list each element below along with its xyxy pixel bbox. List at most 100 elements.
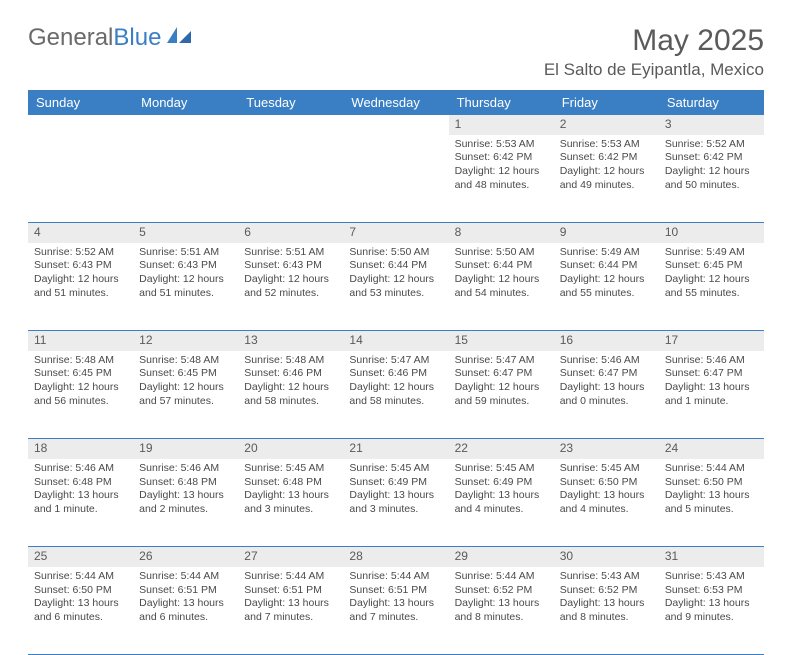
day-number-cell: 24 bbox=[659, 439, 764, 459]
content-row: Sunrise: 5:44 AMSunset: 6:50 PMDaylight:… bbox=[28, 567, 764, 655]
day-header-row: SundayMondayTuesdayWednesdayThursdayFrid… bbox=[28, 90, 764, 115]
day-number-cell bbox=[343, 115, 448, 135]
day-number-cell: 23 bbox=[554, 439, 659, 459]
content-row: Sunrise: 5:52 AMSunset: 6:43 PMDaylight:… bbox=[28, 243, 764, 331]
day-cell: Sunrise: 5:50 AMSunset: 6:44 PMDaylight:… bbox=[449, 243, 554, 331]
day-cell-content: Sunrise: 5:45 AMSunset: 6:48 PMDaylight:… bbox=[244, 462, 337, 517]
day-number-cell: 1 bbox=[449, 115, 554, 135]
day-number-cell: 2 bbox=[554, 115, 659, 135]
day-cell-content: Sunrise: 5:50 AMSunset: 6:44 PMDaylight:… bbox=[455, 246, 548, 301]
day-cell-content: Sunrise: 5:46 AMSunset: 6:47 PMDaylight:… bbox=[560, 354, 653, 409]
day-cell: Sunrise: 5:48 AMSunset: 6:46 PMDaylight:… bbox=[238, 351, 343, 439]
day-cell: Sunrise: 5:44 AMSunset: 6:51 PMDaylight:… bbox=[343, 567, 448, 655]
day-cell bbox=[343, 135, 448, 223]
day-number-cell: 27 bbox=[238, 547, 343, 567]
daynum-row: 18192021222324 bbox=[28, 439, 764, 459]
day-cell-content: Sunrise: 5:51 AMSunset: 6:43 PMDaylight:… bbox=[139, 246, 232, 301]
day-number-cell: 3 bbox=[659, 115, 764, 135]
day-cell: Sunrise: 5:44 AMSunset: 6:52 PMDaylight:… bbox=[449, 567, 554, 655]
day-cell-content: Sunrise: 5:45 AMSunset: 6:50 PMDaylight:… bbox=[560, 462, 653, 517]
day-cell: Sunrise: 5:47 AMSunset: 6:47 PMDaylight:… bbox=[449, 351, 554, 439]
day-number-cell: 22 bbox=[449, 439, 554, 459]
day-number-cell: 25 bbox=[28, 547, 133, 567]
day-cell: Sunrise: 5:48 AMSunset: 6:45 PMDaylight:… bbox=[28, 351, 133, 439]
calendar-table: SundayMondayTuesdayWednesdayThursdayFrid… bbox=[28, 90, 764, 655]
day-header: Thursday bbox=[449, 90, 554, 115]
day-cell: Sunrise: 5:45 AMSunset: 6:49 PMDaylight:… bbox=[343, 459, 448, 547]
day-number-cell: 31 bbox=[659, 547, 764, 567]
daynum-row: 11121314151617 bbox=[28, 331, 764, 351]
day-number-cell: 5 bbox=[133, 223, 238, 243]
day-number-cell: 20 bbox=[238, 439, 343, 459]
day-number-cell bbox=[133, 115, 238, 135]
day-cell-content: Sunrise: 5:49 AMSunset: 6:44 PMDaylight:… bbox=[560, 246, 653, 301]
day-number-cell: 11 bbox=[28, 331, 133, 351]
day-cell: Sunrise: 5:44 AMSunset: 6:50 PMDaylight:… bbox=[28, 567, 133, 655]
content-row: Sunrise: 5:53 AMSunset: 6:42 PMDaylight:… bbox=[28, 135, 764, 223]
header: GeneralBlue May 2025 El Salto de Eyipant… bbox=[28, 24, 764, 80]
day-cell-content: Sunrise: 5:48 AMSunset: 6:45 PMDaylight:… bbox=[34, 354, 127, 409]
day-cell-content: Sunrise: 5:44 AMSunset: 6:51 PMDaylight:… bbox=[349, 570, 442, 625]
day-cell-content: Sunrise: 5:44 AMSunset: 6:50 PMDaylight:… bbox=[34, 570, 127, 625]
day-header: Tuesday bbox=[238, 90, 343, 115]
day-cell-content: Sunrise: 5:44 AMSunset: 6:50 PMDaylight:… bbox=[665, 462, 758, 517]
day-number-cell bbox=[238, 115, 343, 135]
day-cell: Sunrise: 5:49 AMSunset: 6:45 PMDaylight:… bbox=[659, 243, 764, 331]
day-cell: Sunrise: 5:53 AMSunset: 6:42 PMDaylight:… bbox=[554, 135, 659, 223]
sail-icon bbox=[165, 24, 193, 52]
day-cell: Sunrise: 5:44 AMSunset: 6:51 PMDaylight:… bbox=[133, 567, 238, 655]
day-cell: Sunrise: 5:52 AMSunset: 6:42 PMDaylight:… bbox=[659, 135, 764, 223]
daynum-row: 25262728293031 bbox=[28, 547, 764, 567]
day-number-cell: 17 bbox=[659, 331, 764, 351]
brand-text-2: Blue bbox=[113, 24, 161, 52]
day-cell: Sunrise: 5:46 AMSunset: 6:48 PMDaylight:… bbox=[28, 459, 133, 547]
day-cell: Sunrise: 5:45 AMSunset: 6:49 PMDaylight:… bbox=[449, 459, 554, 547]
day-cell: Sunrise: 5:46 AMSunset: 6:47 PMDaylight:… bbox=[659, 351, 764, 439]
day-cell-content: Sunrise: 5:44 AMSunset: 6:51 PMDaylight:… bbox=[244, 570, 337, 625]
day-cell: Sunrise: 5:46 AMSunset: 6:48 PMDaylight:… bbox=[133, 459, 238, 547]
location: El Salto de Eyipantla, Mexico bbox=[544, 60, 764, 80]
day-cell: Sunrise: 5:48 AMSunset: 6:45 PMDaylight:… bbox=[133, 351, 238, 439]
day-header: Wednesday bbox=[343, 90, 448, 115]
day-number-cell: 12 bbox=[133, 331, 238, 351]
day-number-cell: 18 bbox=[28, 439, 133, 459]
day-cell: Sunrise: 5:45 AMSunset: 6:50 PMDaylight:… bbox=[554, 459, 659, 547]
day-cell-content: Sunrise: 5:53 AMSunset: 6:42 PMDaylight:… bbox=[455, 138, 548, 193]
day-cell-content: Sunrise: 5:43 AMSunset: 6:52 PMDaylight:… bbox=[560, 570, 653, 625]
day-cell: Sunrise: 5:52 AMSunset: 6:43 PMDaylight:… bbox=[28, 243, 133, 331]
day-number-cell: 28 bbox=[343, 547, 448, 567]
brand-logo: GeneralBlue bbox=[28, 24, 193, 52]
day-cell: Sunrise: 5:50 AMSunset: 6:44 PMDaylight:… bbox=[343, 243, 448, 331]
content-row: Sunrise: 5:48 AMSunset: 6:45 PMDaylight:… bbox=[28, 351, 764, 439]
day-header: Friday bbox=[554, 90, 659, 115]
title-block: May 2025 El Salto de Eyipantla, Mexico bbox=[544, 24, 764, 80]
daynum-row: 45678910 bbox=[28, 223, 764, 243]
day-cell-content: Sunrise: 5:46 AMSunset: 6:48 PMDaylight:… bbox=[34, 462, 127, 517]
brand-text-1: General bbox=[28, 24, 113, 52]
day-header: Sunday bbox=[28, 90, 133, 115]
day-number-cell: 15 bbox=[449, 331, 554, 351]
day-cell bbox=[238, 135, 343, 223]
day-cell-content: Sunrise: 5:44 AMSunset: 6:51 PMDaylight:… bbox=[139, 570, 232, 625]
day-number-cell: 6 bbox=[238, 223, 343, 243]
day-number-cell: 14 bbox=[343, 331, 448, 351]
day-cell: Sunrise: 5:51 AMSunset: 6:43 PMDaylight:… bbox=[238, 243, 343, 331]
day-cell: Sunrise: 5:44 AMSunset: 6:50 PMDaylight:… bbox=[659, 459, 764, 547]
day-number-cell: 26 bbox=[133, 547, 238, 567]
content-row: Sunrise: 5:46 AMSunset: 6:48 PMDaylight:… bbox=[28, 459, 764, 547]
day-cell-content: Sunrise: 5:52 AMSunset: 6:43 PMDaylight:… bbox=[34, 246, 127, 301]
day-header: Saturday bbox=[659, 90, 764, 115]
day-cell-content: Sunrise: 5:44 AMSunset: 6:52 PMDaylight:… bbox=[455, 570, 548, 625]
day-cell: Sunrise: 5:44 AMSunset: 6:51 PMDaylight:… bbox=[238, 567, 343, 655]
month-title: May 2025 bbox=[544, 24, 764, 58]
day-cell-content: Sunrise: 5:46 AMSunset: 6:48 PMDaylight:… bbox=[139, 462, 232, 517]
day-number-cell: 7 bbox=[343, 223, 448, 243]
day-number-cell: 10 bbox=[659, 223, 764, 243]
day-cell-content: Sunrise: 5:48 AMSunset: 6:45 PMDaylight:… bbox=[139, 354, 232, 409]
day-number-cell: 30 bbox=[554, 547, 659, 567]
day-cell: Sunrise: 5:51 AMSunset: 6:43 PMDaylight:… bbox=[133, 243, 238, 331]
day-number-cell: 16 bbox=[554, 331, 659, 351]
day-cell-content: Sunrise: 5:47 AMSunset: 6:46 PMDaylight:… bbox=[349, 354, 442, 409]
day-cell-content: Sunrise: 5:45 AMSunset: 6:49 PMDaylight:… bbox=[455, 462, 548, 517]
day-cell-content: Sunrise: 5:48 AMSunset: 6:46 PMDaylight:… bbox=[244, 354, 337, 409]
